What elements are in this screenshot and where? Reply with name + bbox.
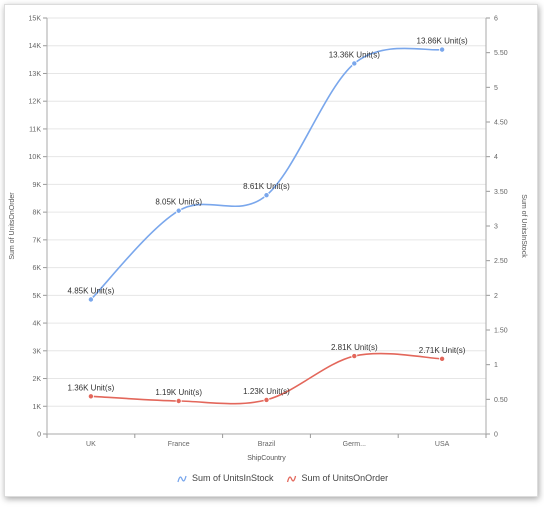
- data-label: 2.81K Unit(s): [331, 343, 378, 352]
- left-tick-label: 7K: [32, 237, 41, 244]
- left-tick-label: 11K: [29, 126, 41, 133]
- data-label: 4.85K Unit(s): [68, 286, 115, 295]
- left-tick-label: 1K: [32, 404, 41, 411]
- legend-line-icon: [177, 475, 187, 483]
- left-tick-label: 4K: [32, 321, 41, 328]
- data-point: [439, 355, 446, 362]
- left-tick-label: 0: [37, 432, 41, 439]
- x-tick-label: France: [168, 441, 190, 448]
- right-tick-label: 5: [494, 85, 498, 92]
- left-axis-title: Sum of UnitsOnOrder: [9, 192, 16, 260]
- right-tick-label: 3.50: [494, 189, 508, 196]
- right-axis-title: Sum of UnitsInStock: [520, 194, 527, 258]
- left-tick-label: 8K: [32, 210, 41, 217]
- x-tick-label: Germ...: [343, 441, 366, 448]
- left-tick-label: 5K: [32, 293, 41, 300]
- left-tick-label: 13K: [29, 71, 42, 78]
- data-point: [87, 296, 94, 303]
- right-tick-label: 0: [494, 432, 498, 439]
- right-tick-label: 4: [494, 154, 498, 161]
- series-line-1: [90, 47, 443, 301]
- left-tick-label: 15K: [29, 16, 42, 23]
- data-point: [439, 46, 446, 53]
- data-label: 8.61K Unit(s): [243, 182, 290, 191]
- data-label: 1.36K Unit(s): [68, 383, 115, 392]
- data-label: 8.05K Unit(s): [155, 198, 202, 207]
- right-tick-label: 5.50: [494, 50, 508, 57]
- line-chart: 0 1K 2K 3K 4K 5K 6K 7K 8K 9K 10K 11K 12K 13K 14K 15K 0 0.…: [9, 16, 527, 484]
- x-tick-label: Brazil: [258, 441, 276, 448]
- data-label: 2.71K Unit(s): [419, 346, 466, 355]
- right-tick-label: 1: [494, 362, 498, 369]
- data-point: [87, 393, 94, 400]
- chart-panel: 0 1K 2K 3K 4K 5K 6K 7K 8K 9K 10K 11K 12K 13K 14K 15K 0 0.…: [4, 4, 538, 497]
- x-axis-title: ShipCountry: [247, 455, 286, 462]
- right-tick-label: 2.50: [494, 258, 508, 265]
- left-tick-label: 10K: [29, 154, 42, 161]
- legend-item-2: Sum of UnitsOnOrder: [302, 473, 389, 483]
- data-label: 1.23K Unit(s): [243, 387, 290, 396]
- data-label: 1.19K Unit(s): [155, 388, 202, 397]
- data-point: [263, 192, 270, 199]
- left-tick-label: 9K: [32, 182, 41, 189]
- left-tick-label: 12K: [29, 99, 42, 106]
- x-tick-label: UK: [86, 441, 96, 448]
- data-label: 13.36K Unit(s): [329, 50, 380, 59]
- legend-item-1: Sum of UnitsInStock: [192, 473, 274, 483]
- left-tick-label: 14K: [29, 43, 42, 50]
- data-point: [351, 60, 358, 67]
- right-tick-label: 0.50: [494, 397, 508, 404]
- x-tick-label: USA: [435, 441, 450, 448]
- data-point: [175, 207, 182, 214]
- right-tick-label: 6: [494, 16, 498, 23]
- data-point: [175, 397, 182, 404]
- left-tick-label: 2K: [32, 376, 41, 383]
- right-tick-label: 4.50: [494, 120, 508, 127]
- legend-line-icon: [286, 475, 297, 483]
- left-tick-label: 3K: [32, 348, 41, 355]
- right-tick-label: 2: [494, 293, 498, 300]
- data-point: [263, 396, 270, 403]
- data-label: 13.86K Unit(s): [417, 37, 468, 46]
- right-tick-label: 1.50: [494, 328, 508, 335]
- left-tick-label: 6K: [32, 265, 41, 272]
- data-point: [351, 353, 358, 360]
- right-tick-label: 3: [494, 224, 498, 231]
